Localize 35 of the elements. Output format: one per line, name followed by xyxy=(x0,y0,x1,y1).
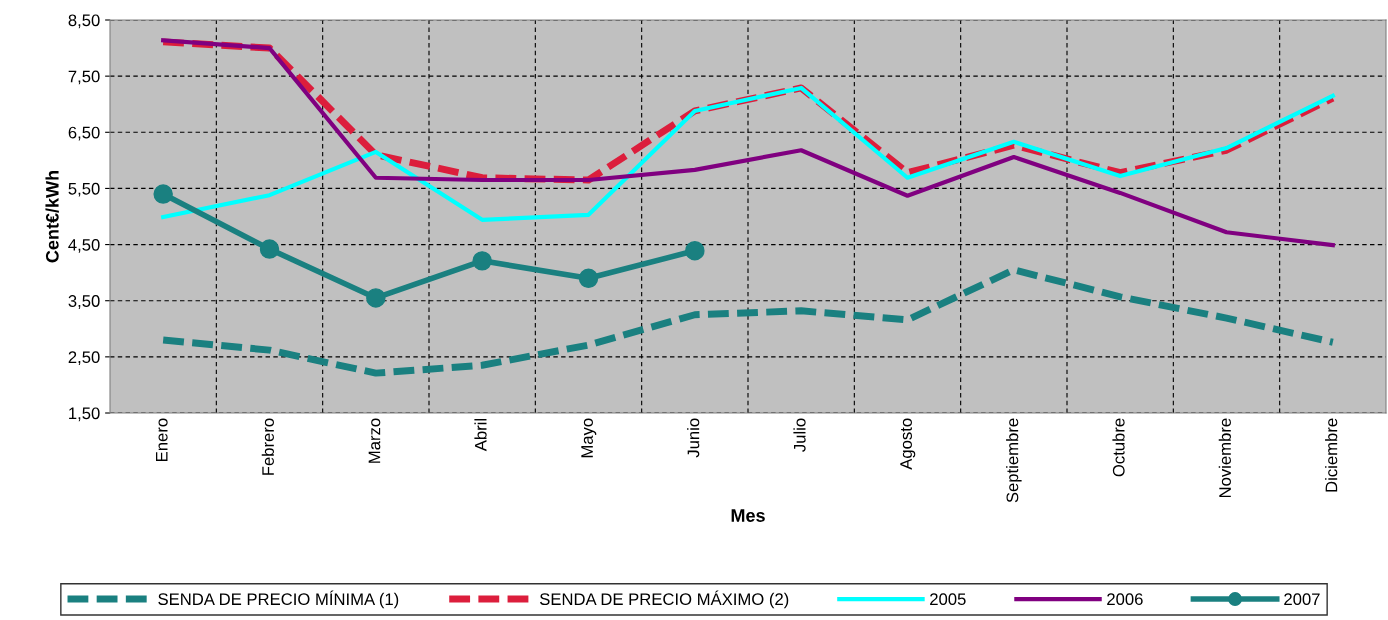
x-tick-label: Diciembre xyxy=(1325,418,1338,492)
point xyxy=(259,239,280,259)
x-tick-label: Junio xyxy=(687,418,700,458)
legend-label: 2007 xyxy=(1284,593,1320,606)
x-tick-label: Enero xyxy=(156,418,168,461)
x-tick-label: Marzo xyxy=(368,418,381,463)
y-tick-label: 1,50 xyxy=(69,407,100,422)
legend-label: 2006 xyxy=(1107,593,1143,606)
point xyxy=(472,251,492,271)
x-tick-label: Julio xyxy=(793,418,806,452)
x-tick-label: Agosto xyxy=(900,418,916,470)
y-tick-label: 3,50 xyxy=(68,295,100,309)
x-tick-label: Febrero xyxy=(261,418,274,475)
point xyxy=(366,288,386,308)
x-tick-label: Abril xyxy=(474,418,487,452)
x-tick-label: Septiembre xyxy=(1006,418,1022,503)
legend-label: SENDA DE PRECIO MÁXIMO (2) xyxy=(539,590,789,609)
line-series xyxy=(161,85,1335,222)
x-tick-label: Noviembre xyxy=(1218,418,1231,498)
y-tick-label: 7,50 xyxy=(68,70,100,85)
legend-label: 2005 xyxy=(930,593,966,606)
y-tick-label: 2,50 xyxy=(68,351,100,366)
line-series xyxy=(161,38,1335,248)
y-tick-label: 4,50 xyxy=(68,238,100,253)
point xyxy=(578,268,599,288)
y-tick-label: 5,50 xyxy=(68,182,100,197)
x-tick-label: Mayo xyxy=(581,418,597,458)
legend-label: SENDA DE PRECIO MÍNIMA (1) xyxy=(158,590,399,609)
x-tick-label: Octubre xyxy=(1112,418,1125,477)
point xyxy=(685,241,705,261)
x-axis-title: Mes xyxy=(731,509,765,522)
y-tick-label: 6,50 xyxy=(68,126,100,141)
y-axis-title: Cent€/kWh xyxy=(45,170,59,263)
point xyxy=(153,184,173,204)
y-tick-label: 8,50 xyxy=(68,14,100,29)
